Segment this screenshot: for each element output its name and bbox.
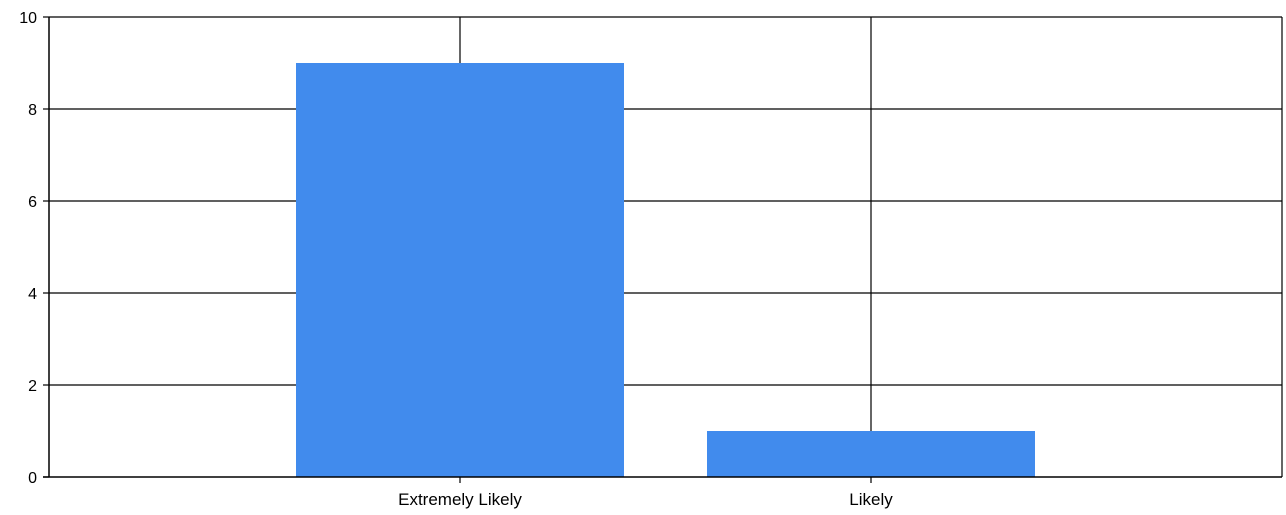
- tick-labels: 0 2 4 6 8 10 Extremely Likely Likely: [19, 10, 893, 509]
- grid-lines: [49, 16, 1283, 477]
- bar: [707, 431, 1035, 477]
- y-tick-label: 2: [28, 378, 37, 395]
- axes: [43, 16, 1282, 483]
- y-tick-label: 6: [28, 194, 37, 211]
- bars: [296, 63, 1035, 477]
- bar: [296, 63, 624, 477]
- x-tick-label: Extremely Likely: [398, 490, 522, 509]
- y-tick-label: 8: [28, 102, 37, 119]
- y-tick-label: 0: [28, 470, 37, 487]
- y-tick-label: 10: [19, 10, 37, 27]
- x-tick-label: Likely: [849, 490, 893, 509]
- y-tick-label: 4: [28, 286, 37, 303]
